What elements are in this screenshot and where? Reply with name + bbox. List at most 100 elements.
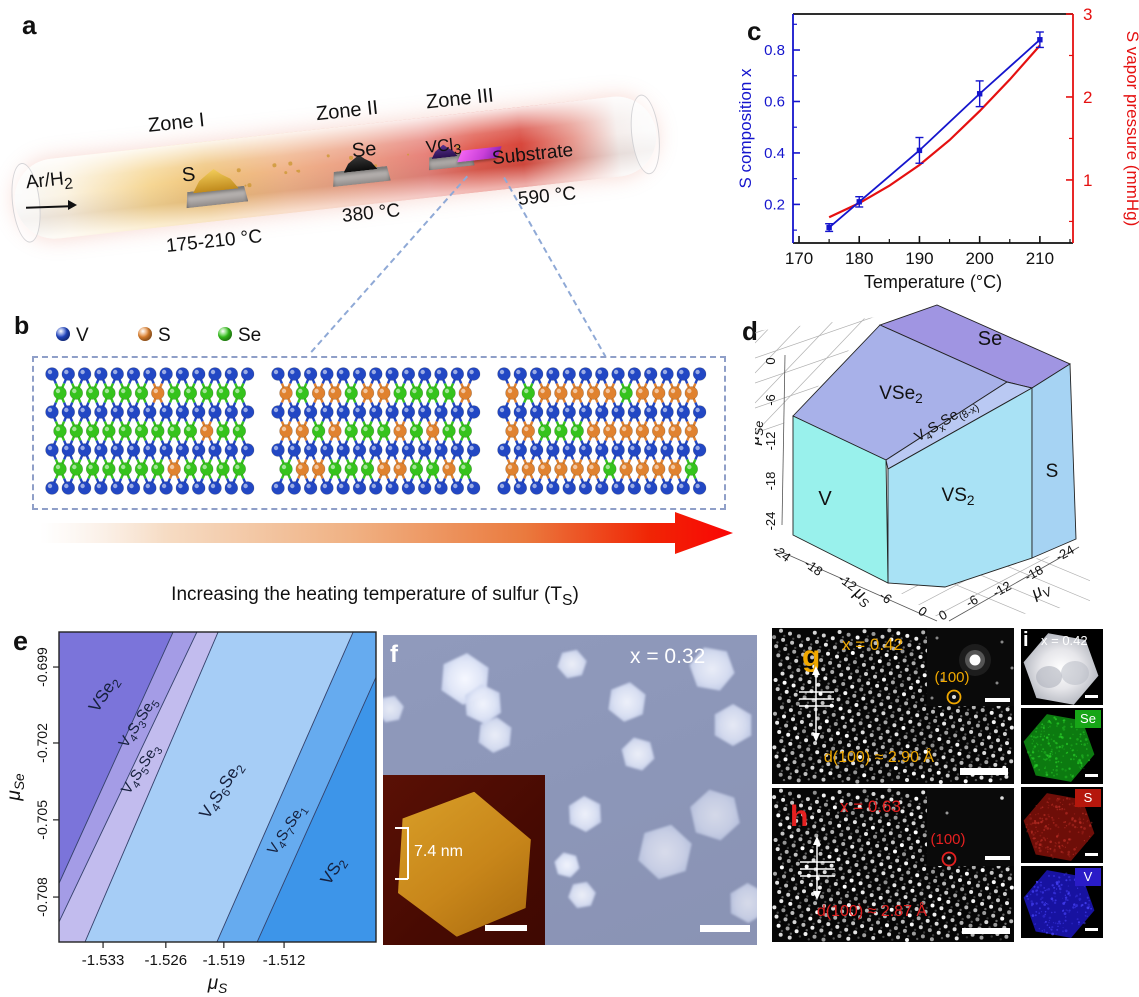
svg-text:-6: -6 [963, 592, 980, 611]
svg-text:170: 170 [785, 249, 813, 268]
selenium-legend-label: Se [238, 325, 262, 346]
svg-text:-0.699: -0.699 [34, 647, 50, 687]
sulfur-source-label: S [180, 163, 197, 187]
svg-text:0.4: 0.4 [764, 145, 785, 162]
thickness-bracket-bottom [395, 878, 408, 880]
vapor-dot [326, 154, 330, 158]
svg-text:3: 3 [1083, 5, 1092, 24]
svg-text:S composition x: S composition x [736, 68, 755, 188]
panel-d-label: d [742, 316, 758, 346]
vapor-dot [284, 170, 288, 175]
svg-text:-1.519: -1.519 [203, 952, 246, 969]
thickness-label: 7.4 nm [414, 843, 463, 860]
lattice-model-high-sulfur [497, 367, 707, 495]
lattice-model-low-sulfur [45, 367, 255, 495]
v-map-image [1023, 870, 1095, 938]
svg-text:-24: -24 [763, 512, 778, 531]
svg-text:-0.708: -0.708 [34, 877, 50, 917]
panel-i-composition-label: x = 0.42 [1041, 633, 1088, 648]
panel-d-3d-phase-diagram: VSe2​SeVVS2​SV4​Sx​Se(8-x)​0-6-12-18-24μ… [755, 304, 1090, 626]
svg-text:-0.702: -0.702 [34, 723, 50, 763]
panel-i-tem-cell: i x = 0.42 [1021, 629, 1103, 705]
sulfur-temp-label: 175-210 °C [165, 226, 264, 257]
svg-text:200: 200 [965, 249, 993, 268]
se-map-image [1023, 714, 1095, 782]
panel-e-phase-diagram: VSe2​V4​S3​Se5​V4​S5​Se3​V4​S6​Se2​V4​S7… [5, 631, 377, 996]
svg-text:-12: -12 [763, 432, 778, 451]
panel-i-v-map-cell: V [1021, 866, 1103, 938]
svg-text:S vapor pressure (mmHg): S vapor pressure (mmHg) [1123, 31, 1139, 227]
svg-text:0: 0 [763, 357, 778, 364]
svg-text:0.6: 0.6 [764, 93, 785, 110]
v-map-scale-bar [1085, 928, 1098, 931]
panel-f-label: f [390, 641, 398, 668]
svg-text:-24: -24 [770, 542, 794, 565]
afm-scale-bar [485, 925, 527, 931]
gas-flow-arrowhead [68, 200, 77, 210]
vapor-dot [272, 163, 277, 168]
svg-text:x = 0.42: x = 0.42 [842, 635, 903, 654]
svg-text:μSe​: μSe​ [755, 421, 766, 446]
svg-text:0.2: 0.2 [764, 196, 785, 213]
lattice-model-mid-sulfur [271, 367, 481, 495]
svg-text:μSe​: μSe​ [5, 773, 27, 802]
panel-g-stem-image: g x = 0.42 (100) d(100) ≈ 2.90 Å [772, 628, 1014, 784]
hexagonal-flakes [383, 647, 757, 923]
svg-text:-0.705: -0.705 [34, 800, 50, 840]
selenium-source-label: Se [350, 137, 378, 163]
vapor-dot [247, 183, 252, 187]
panel-b-label: b [14, 312, 30, 340]
vanadium-legend-label: V [76, 325, 89, 346]
thickness-bracket-top [395, 827, 408, 829]
svg-text:x = 0.63: x = 0.63 [840, 797, 901, 816]
svg-text:-6: -6 [763, 394, 778, 406]
svg-text:0.8: 0.8 [764, 42, 785, 59]
svg-text:h: h [790, 800, 808, 833]
panel-h-stem-image: h x = 0.63 (100) d(100) ≈ 2.87 Å [772, 788, 1014, 942]
svg-text:0: 0 [936, 607, 950, 624]
svg-text:190: 190 [905, 249, 933, 268]
svg-text:210: 210 [1026, 249, 1054, 268]
zone-2-label: Zone II [314, 96, 380, 126]
substrate-temp-label: 590 °C [517, 183, 578, 210]
se-map-badge: Se [1075, 710, 1101, 728]
svg-text:1: 1 [1083, 171, 1092, 190]
v-map-badge: V [1075, 868, 1101, 886]
s-map-image [1023, 793, 1095, 861]
selenium-legend-dot [218, 327, 232, 341]
svg-text:d(100) ≈ 2.87 Å: d(100) ≈ 2.87 Å [817, 901, 928, 920]
svg-text:d(100) ≈ 2.90 Å: d(100) ≈ 2.90 Å [824, 747, 935, 766]
svg-text:-18: -18 [763, 472, 778, 491]
panel-b-caption: Increasing the heating temperature of su… [171, 584, 579, 609]
svg-text:Temperature (°C): Temperature (°C) [864, 272, 1002, 292]
gas-inlet-label: Ar/H2 [24, 168, 74, 194]
temperature-gradient-arrow [40, 512, 733, 554]
svg-text:-1.533: -1.533 [82, 952, 125, 969]
selenium-temp-label: 380 °C [341, 200, 402, 227]
svg-text:(100): (100) [930, 831, 965, 848]
svg-text:Se: Se [978, 328, 1002, 350]
panel-e-label: e [13, 626, 29, 656]
panel-f-composition-label: x = 0.32 [630, 645, 706, 668]
svg-text:-1.526: -1.526 [145, 952, 188, 969]
vanadium-legend-dot [56, 327, 70, 341]
svg-text:VSe2​: VSe2​ [879, 383, 923, 406]
vapor-dot [236, 168, 241, 173]
panel-i-label: i [1023, 629, 1029, 651]
svg-text:c: c [747, 16, 761, 46]
vcl3-source-label: VCl3 [424, 135, 463, 159]
s-map-badge: S [1075, 789, 1101, 807]
tem-flake-image [1023, 633, 1099, 705]
svg-text:-12: -12 [990, 578, 1014, 600]
tem-scale-bar [1085, 695, 1098, 698]
panel-c-chart: 170 180 190 200 210 0.2 0.4 0.6 0.8 1 2 3 Temperatur… [736, 5, 1139, 292]
se-map-scale-bar [1085, 774, 1098, 777]
svg-text:S: S [1046, 461, 1059, 482]
optical-scale-bar [700, 925, 750, 932]
svg-text:-6: -6 [877, 588, 895, 607]
svg-text:μS​: μS​ [207, 973, 228, 996]
svg-text:2: 2 [1083, 88, 1092, 107]
zone-1-label: Zone I [146, 109, 206, 137]
panel-a-label: a [22, 10, 37, 40]
